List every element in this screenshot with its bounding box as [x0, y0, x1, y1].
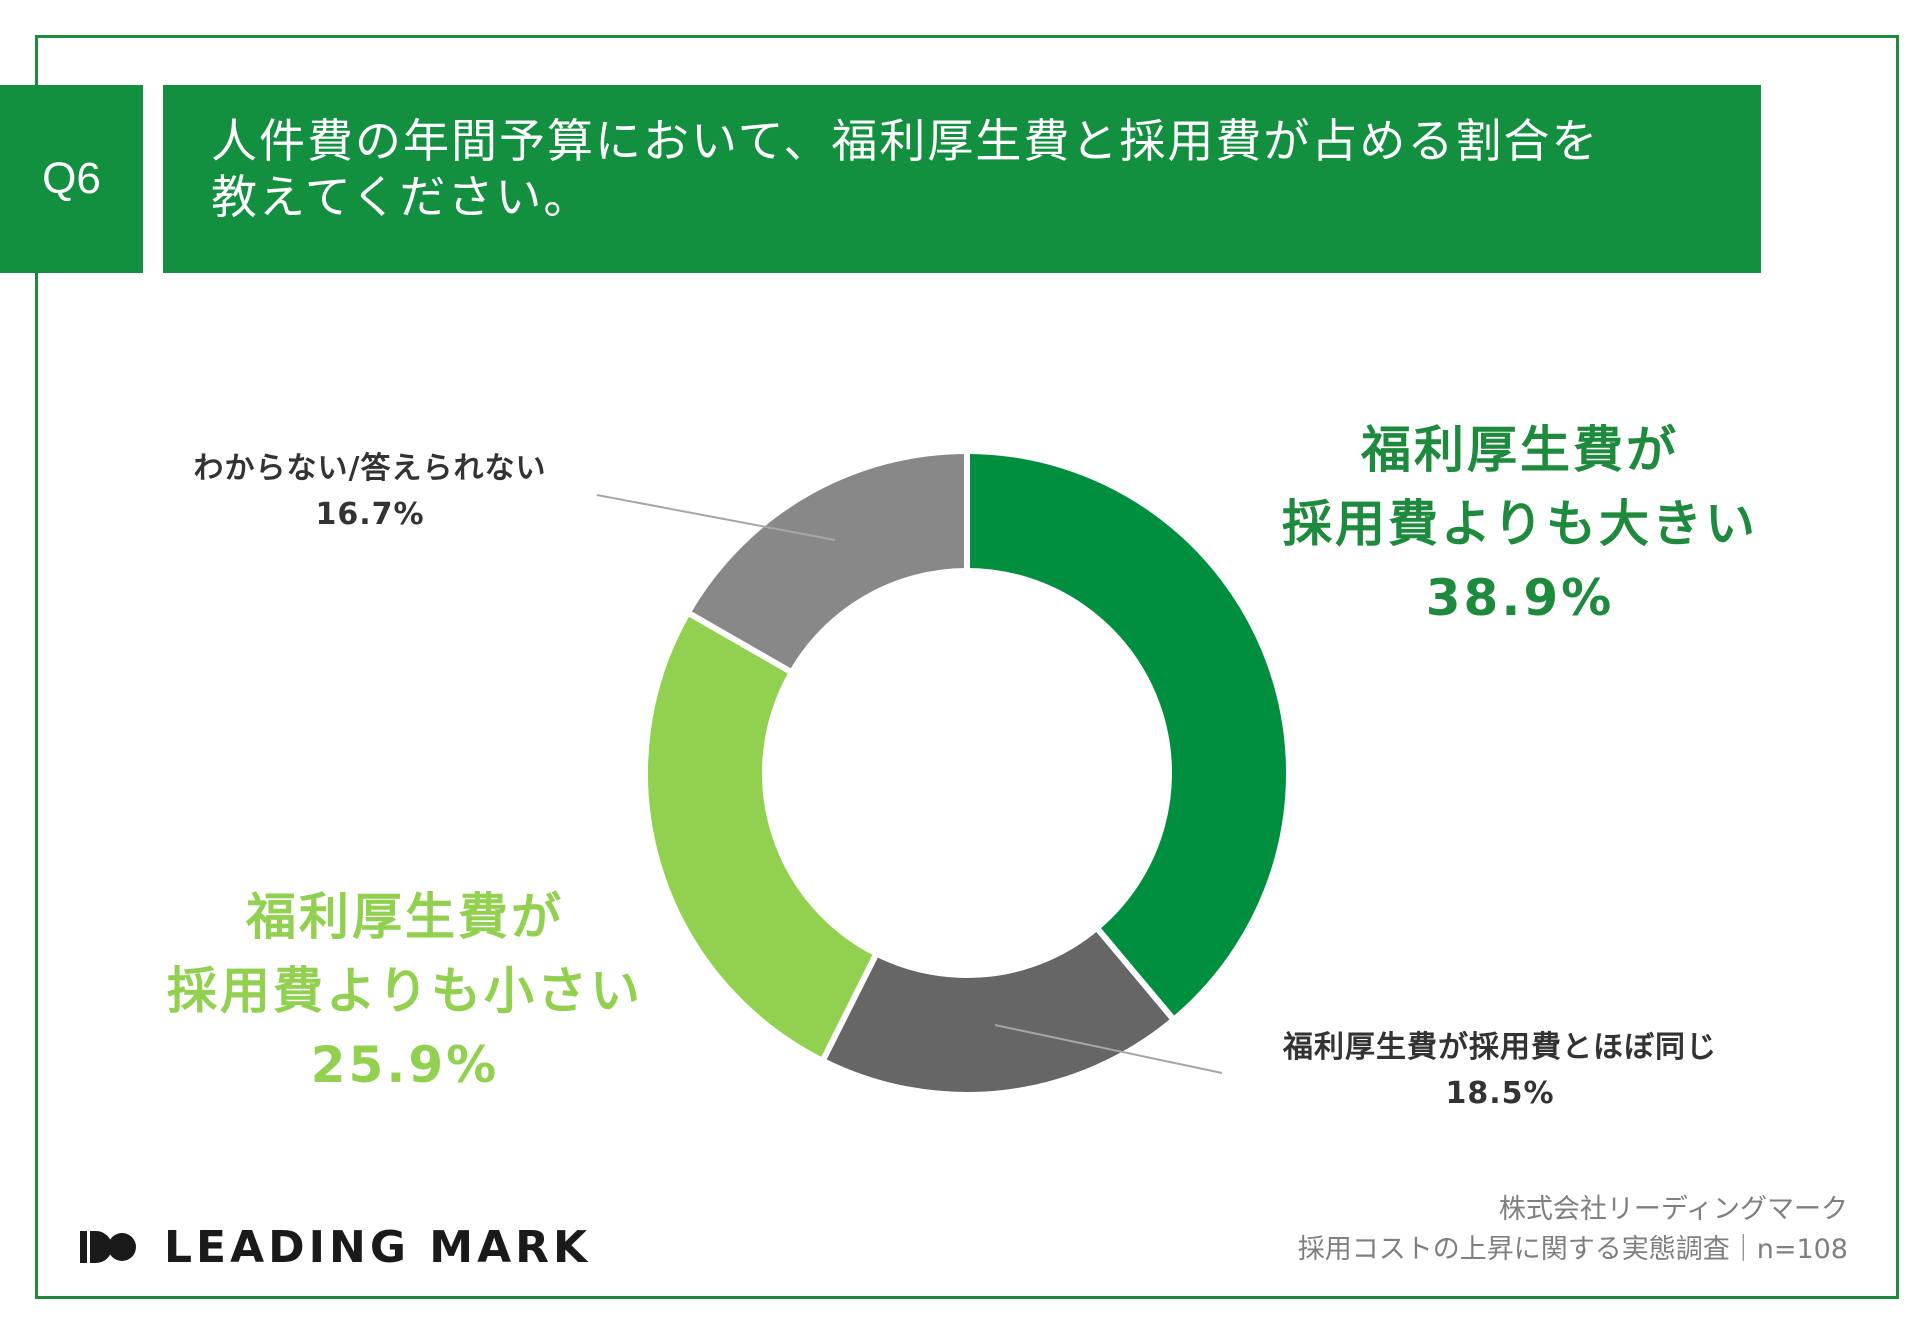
label-same-line1: 福利厚生費が採用費とほぼ同じ [1283, 1030, 1717, 1065]
leader-line-unknown [596, 494, 836, 541]
slice-unknown [683, 447, 970, 677]
question-number-badge: Q6 [0, 85, 143, 273]
label-smaller-line1: 福利厚生費が [246, 888, 564, 946]
label-smaller-value: 25.9% [310, 1036, 500, 1094]
question-text-line1: 人件費の年間予算において、福利厚生費と採用費が占める割合を [211, 114, 1600, 168]
credit-company: 株式会社リーディングマーク [1498, 1194, 1848, 1225]
label-smaller: 福利厚生費が 採用費よりも小さい 25.9% [145, 884, 665, 1098]
question-text-line2: 教えてください。 [211, 170, 592, 224]
slide-frame [35, 35, 1899, 1299]
label-larger-line1: 福利厚生費が [1361, 421, 1679, 479]
label-same-value: 18.5% [1445, 1076, 1555, 1111]
donut-slices [642, 447, 1293, 1098]
logo-text: LEADING MARK [164, 1221, 592, 1273]
question-number: Q6 [42, 154, 101, 203]
label-unknown-value: 16.7% [315, 497, 425, 532]
label-larger-line2: 採用費よりも大きい [1282, 495, 1758, 553]
source-credit: 株式会社リーディングマーク 採用コストの上昇に関する実態調査｜n=108 [1298, 1190, 1848, 1270]
label-same: 福利厚生費が採用費とほぼ同じ 18.5% [1240, 1025, 1760, 1117]
do-logo-icon [80, 1227, 136, 1267]
leading-mark-logo: LEADING MARK [80, 1221, 592, 1273]
label-unknown: わからない/答えられない 16.7% [160, 446, 580, 538]
label-larger-value: 38.9% [1425, 569, 1615, 627]
credit-survey: 採用コストの上昇に関する実態調査｜n=108 [1297, 1234, 1848, 1265]
slice-smaller [642, 608, 881, 1065]
label-larger: 福利厚生費が 採用費よりも大きい 38.9% [1265, 417, 1775, 631]
label-unknown-line1: わからない/答えられない [193, 451, 547, 486]
question-title-bar: 人件費の年間予算において、福利厚生費と採用費が占める割合を 教えてください。 [163, 85, 1761, 273]
leader-line-same [994, 1024, 1223, 1074]
label-smaller-line2: 採用費よりも小さい [167, 962, 643, 1020]
slice-larger [964, 447, 1293, 1025]
slice-same [818, 923, 1179, 1098]
